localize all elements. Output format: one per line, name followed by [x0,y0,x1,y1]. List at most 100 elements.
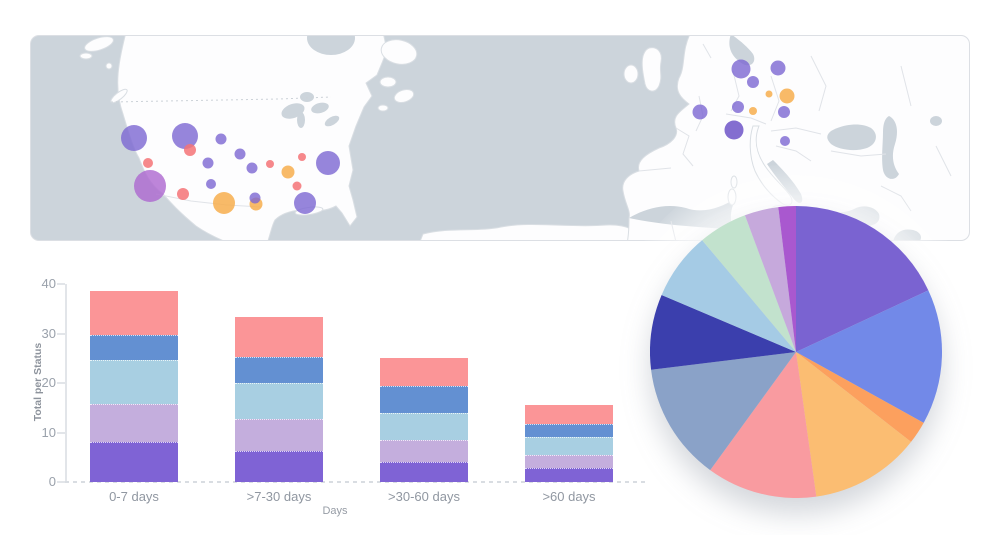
map-bubble-red[interactable] [184,144,196,156]
y-tick-mark [57,431,65,434]
stacked-bar->7-30 days[interactable] [235,317,323,482]
pie-slice-purple[interactable] [796,206,929,352]
map-bubble-orange[interactable] [749,107,757,115]
pie-slice-orange[interactable] [796,352,924,442]
map-bubble-purple[interactable] [747,76,759,88]
pie-slice-mint[interactable] [702,215,796,352]
bar-segment-status-blue[interactable] [235,356,323,384]
pie-slice-gray-blue[interactable] [651,352,796,471]
us-canada-border [110,96,332,103]
y-axis-line [65,284,67,482]
map-island [377,104,389,112]
map-bubble-purple[interactable] [770,60,786,76]
map-bubble-purple[interactable] [294,192,316,214]
map-bubble-purple[interactable] [246,162,258,174]
pie-slice-salmon[interactable] [710,352,817,498]
bar-segment-status-light-blue[interactable] [525,437,613,455]
map-bubble-violet[interactable] [134,170,166,202]
x-tick-label: >30-60 days [388,489,460,504]
y-tick-label: 0 [48,474,56,489]
bar-segment-status-blue[interactable] [380,385,468,413]
map-bubble-red[interactable] [177,188,189,200]
bar-segment-status-light-blue[interactable] [90,359,178,405]
bar-segment-status-light-blue[interactable] [380,412,468,440]
map-bubble-purple[interactable] [215,133,227,145]
bar-segment-status-purple[interactable] [90,442,178,482]
caspian-sea [882,116,899,179]
north-america-landmass [117,36,388,240]
bar-segment-status-lavender[interactable] [525,454,613,469]
map-bubble-purple[interactable] [316,151,340,175]
south-landmass [420,224,645,240]
bar-segment-status-salmon[interactable] [525,405,613,424]
y-tick-label: 30 [41,325,56,341]
map-island [380,39,418,65]
y-tick-mark [57,382,65,384]
great-britain [641,47,662,92]
stacked-bar-0-7 days[interactable] [90,291,178,482]
map-bubble-orange[interactable] [281,165,295,179]
map-bubble-purple[interactable] [172,123,198,149]
bar-segment-status-lavender[interactable] [380,439,468,463]
map-bubble-red[interactable] [143,158,153,168]
map-bubble-orange[interactable] [779,88,795,104]
pie-svg [650,206,942,498]
map-island [105,62,113,70]
map-bubble-purple-dark[interactable] [724,120,744,140]
pie-chart [650,206,942,498]
map-island [79,52,93,60]
pie-slice-indigo[interactable] [650,294,796,370]
map-bubble-purple[interactable] [206,179,216,189]
map-island [84,36,114,52]
bar-segment-status-purple[interactable] [525,468,613,482]
map-bubble-purple[interactable] [692,104,708,120]
map-bubble-orange[interactable] [213,192,235,214]
map-bubble-layer [121,59,795,214]
map-bubble-orange[interactable] [765,90,773,98]
bar-segment-status-lavender[interactable] [235,418,323,451]
stacked-bar->60 days[interactable] [525,405,613,482]
bar-segment-status-purple[interactable] [235,450,323,482]
pie-slice-light-blue[interactable] [661,240,796,352]
bar-segment-status-salmon[interactable] [380,358,468,386]
great-lake [311,102,329,114]
hudson-bay [307,36,355,55]
map-bubble-red[interactable] [292,181,302,191]
map-bubble-purple[interactable] [202,157,214,169]
map-bubble-purple[interactable] [732,101,744,113]
us-mexico-border [155,193,262,208]
pie-slice-lavender[interactable] [744,207,796,352]
map-bubble-purple[interactable] [249,192,261,204]
bar-segment-status-salmon[interactable] [235,317,323,357]
y-tick-mark [57,332,65,335]
bar-segment-status-purple[interactable] [380,462,468,482]
map-bubble-red[interactable] [298,153,306,161]
y-tick-mark [57,283,65,285]
bar-segment-status-light-blue[interactable] [235,383,323,419]
map-island [393,89,415,103]
aral-sea [930,116,942,126]
pie-slice-periwinkle[interactable] [796,290,942,423]
baltic-sea [729,36,755,66]
great-lake [300,92,314,102]
x-tick-label: >60 days [542,489,596,504]
bar-segment-status-blue[interactable] [525,423,613,438]
map-bubble-red[interactable] [266,160,274,168]
map-bubble-purple[interactable] [731,59,751,79]
map-bubble-purple[interactable] [778,106,790,118]
pie-slice-orchid[interactable] [778,206,796,352]
y-tick-label: 10 [41,424,56,440]
map-bubble-purple[interactable] [234,148,246,160]
x-axis-title: Days [322,505,348,517]
great-lake [297,112,305,128]
bar-plot-area [65,284,648,482]
bar-segment-status-salmon[interactable] [90,291,178,335]
map-bubble-purple[interactable] [121,125,147,151]
map-bubble-purple[interactable] [780,136,790,146]
pie-slice-light-orange[interactable] [796,352,912,497]
stacked-bar->30-60 days[interactable] [380,358,468,482]
bar-segment-status-blue[interactable] [90,335,178,360]
bar-segment-status-lavender[interactable] [90,404,178,443]
great-lake [324,115,340,127]
